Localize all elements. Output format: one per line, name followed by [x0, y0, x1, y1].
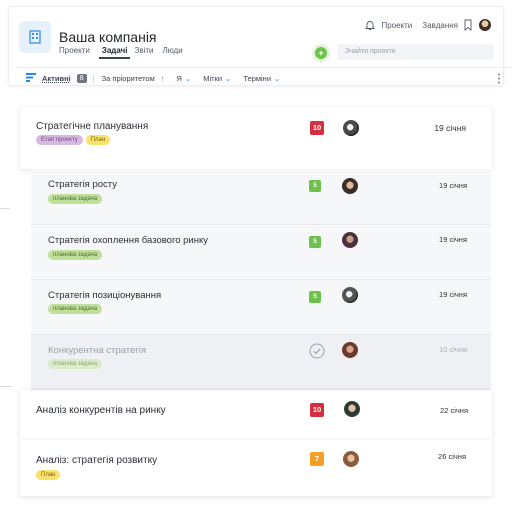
priority-badge: 10 [310, 121, 324, 135]
subtask-row[interactable]: Стратегія росту планова задача 5 19 січн… [31, 169, 491, 225]
bookmark-icon[interactable] [463, 19, 473, 31]
assignee-avatar[interactable] [342, 287, 358, 303]
assignee-avatar[interactable] [343, 451, 359, 467]
assignee-label: Я [176, 74, 182, 83]
more-options-icon[interactable] [497, 73, 501, 86]
tag-project-stage[interactable]: Етап проекту [36, 135, 83, 145]
priority-badge: 5 [309, 291, 321, 303]
chevron-down-icon: ⌄ [274, 74, 281, 83]
top-right-nav: Проекти Завдання [364, 19, 491, 31]
assignee-avatar[interactable] [343, 120, 359, 136]
priority-badge: 10 [310, 403, 324, 417]
divider [0, 386, 12, 387]
tag-planned-task[interactable]: планова задача [48, 194, 103, 204]
chevron-down-icon: ⌄ [225, 74, 232, 83]
task-title[interactable]: Аналіз конкурентів на ринку [36, 405, 166, 416]
assignee-avatar[interactable] [342, 232, 358, 248]
building-icon [29, 30, 41, 44]
priority-badge: 5 [309, 236, 321, 248]
chevron-down-icon: ⌄ [184, 74, 192, 83]
assignee-avatar[interactable] [342, 342, 358, 358]
priority-badge: 7 [310, 452, 324, 466]
tasks-link[interactable]: Завдання [422, 20, 458, 30]
tag-planned-task[interactable]: планова задача [48, 304, 103, 314]
tab-reports[interactable]: Звіти [134, 46, 154, 55]
task-tags: планова задача [48, 250, 103, 260]
task-tags: планова задача [48, 359, 103, 369]
due-date: 22 січня [440, 406, 468, 415]
task-title[interactable]: Стратегічне планування [36, 121, 149, 132]
divider [92, 73, 94, 84]
user-avatar[interactable] [479, 19, 491, 31]
subtask-row-completed[interactable]: Конкурентна стратегія планова задача 10 … [31, 335, 491, 390]
nav-tabs: Проекти Задачі Звіти Люди [59, 46, 192, 59]
top-bar: Ваша компанія Проекти Задачі Звіти Люди … [8, 6, 512, 86]
tag-plan[interactable]: План [85, 135, 111, 145]
tag-plan[interactable]: План [36, 470, 61, 480]
task-card-parent[interactable]: Стратегічне планування Етап проекту План… [20, 107, 492, 169]
bell-icon[interactable] [364, 19, 376, 31]
task-tags: Етап проекту План [36, 135, 111, 145]
add-button[interactable]: + [315, 47, 327, 59]
list-filter-icon[interactable] [26, 73, 36, 84]
task-title[interactable]: Конкурентна стратегія [48, 345, 147, 356]
task-card[interactable]: Аналіз: стратегія розвитку План 7 26 січ… [20, 440, 492, 496]
due-date: 26 січня [438, 452, 466, 461]
active-filter[interactable]: Активні [42, 74, 71, 83]
due-date: 10 січня [439, 345, 467, 354]
task-title[interactable]: Стратегія росту [48, 179, 117, 190]
priority-badge: 5 [309, 180, 321, 192]
subtask-row[interactable]: Стратегія позиціонування планова задача … [31, 280, 491, 335]
due-date: 19 січня [439, 290, 467, 299]
priority-sort[interactable]: За пріоритетом ↑ [102, 74, 165, 83]
task-title[interactable]: Аналіз: стратегія розвитку [36, 455, 158, 466]
subtask-row[interactable]: Стратегія охоплення базового ринку плано… [31, 225, 491, 280]
due-date: 19 січня [434, 123, 466, 133]
task-tags: планова задача [48, 194, 103, 204]
filter-bar: Активні 8 За пріоритетом ↑ Я ⌄ Мітки ⌄ Т… [17, 67, 512, 89]
search-input[interactable]: Знайти проекти [337, 44, 494, 60]
task-title[interactable]: Стратегія позиціонування [48, 290, 162, 301]
tags-label: Мітки [203, 74, 223, 83]
tab-tasks[interactable]: Задачі [98, 46, 131, 59]
deadlines-filter[interactable]: Терміни ⌄ [243, 74, 280, 83]
tab-projects[interactable]: Проекти [59, 46, 90, 55]
task-card[interactable]: Аналіз конкурентів на ринку 10 22 січня [20, 390, 492, 440]
due-date: 19 січня [439, 235, 467, 244]
active-count-badge: 8 [76, 74, 87, 83]
check-icon[interactable] [309, 343, 325, 359]
priority-label: За пріоритетом [101, 74, 155, 83]
company-title: Ваша компанія [59, 29, 157, 45]
arrow-up-icon: ↑ [160, 74, 165, 83]
due-date: 19 січня [439, 181, 467, 190]
assignee-filter[interactable]: Я ⌄ [177, 74, 192, 83]
projects-link[interactable]: Проекти [381, 20, 413, 30]
task-tags: План [36, 470, 61, 480]
deadlines-label: Терміни [243, 74, 272, 83]
active-label: Активні [42, 74, 71, 83]
company-logo[interactable] [19, 21, 51, 53]
divider [0, 208, 10, 209]
task-tags: планова задача [48, 304, 103, 314]
task-title[interactable]: Стратегія охоплення базового ринку [48, 235, 208, 246]
tab-people[interactable]: Люди [162, 46, 183, 55]
tag-planned-task[interactable]: планова задача [48, 250, 103, 260]
tags-filter[interactable]: Мітки ⌄ [203, 74, 231, 83]
assignee-avatar[interactable] [342, 178, 358, 194]
tag-planned-task[interactable]: планова задача [48, 359, 103, 369]
assignee-avatar[interactable] [344, 401, 360, 417]
